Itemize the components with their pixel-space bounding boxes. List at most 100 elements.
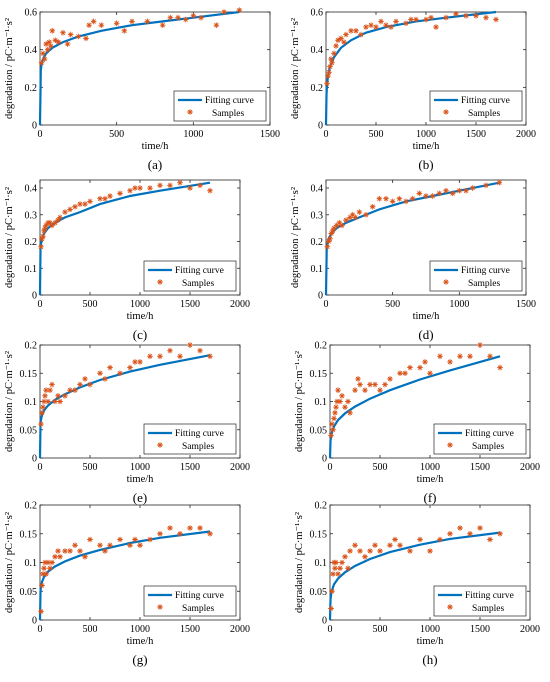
- x-tick-label: 500: [385, 299, 400, 310]
- sample-point: [326, 69, 332, 76]
- sample-point: [157, 530, 163, 537]
- x-tick-label: 1000: [420, 462, 440, 473]
- sample-point: [483, 14, 489, 21]
- legend: Fitting curve Samples: [433, 423, 527, 455]
- sample-point: [487, 353, 493, 360]
- sample-point: [343, 217, 349, 223]
- sample-point: [333, 222, 340, 229]
- x-tick-label: 1500: [516, 299, 536, 310]
- sample-point: [496, 179, 503, 186]
- y-axis-label: degradation / pC·m⁻¹·s²: [294, 351, 305, 452]
- sample-point: [86, 22, 92, 28]
- x-tick-label: 500: [373, 462, 388, 473]
- y-tick-label: 0.2: [25, 237, 38, 248]
- sample-point: [447, 359, 453, 365]
- x-tick-label: 0: [324, 129, 329, 140]
- sample-point: [38, 608, 44, 615]
- sample-point: [38, 60, 45, 66]
- sample-point: [357, 381, 363, 388]
- legend: Fitting curve Samples: [433, 585, 527, 617]
- legend: Fitting curve Samples: [143, 423, 237, 455]
- y-tick-label: 0.3: [311, 210, 324, 221]
- sample-point: [477, 342, 483, 348]
- sample-point: [437, 536, 443, 543]
- sample-point: [363, 24, 369, 30]
- sample-point: [42, 559, 48, 566]
- sample-point: [332, 565, 338, 572]
- x-tick-label: 2000: [516, 129, 536, 140]
- sample-point: [42, 393, 48, 399]
- sample-point: [330, 571, 336, 577]
- sample-point: [190, 12, 197, 19]
- sample-point: [55, 393, 61, 399]
- sample-point: [144, 18, 151, 25]
- sample-point: [457, 525, 463, 531]
- sample-point: [329, 421, 335, 427]
- y-tick-label: 0: [322, 454, 327, 465]
- sample-point: [388, 24, 394, 30]
- sample-point: [132, 536, 138, 543]
- y-axis-label: degradation / pC·m⁻¹·s²: [4, 512, 15, 613]
- sample-point: [362, 387, 368, 393]
- sample-point: [333, 404, 339, 410]
- y-tick-label: 0.05: [310, 587, 328, 598]
- fitting-curve-line: [328, 531, 501, 621]
- sample-point: [42, 225, 48, 231]
- y-tick-label: 0.4: [311, 184, 324, 195]
- y-tick-label: 0.05: [20, 425, 38, 436]
- sample-point: [392, 536, 398, 543]
- sample-point: [497, 530, 503, 537]
- legend-label-fitting: Fitting curve: [175, 266, 224, 276]
- y-tick-label: 0.2: [25, 83, 38, 94]
- y-tick-label: 0.1: [315, 558, 328, 569]
- sample-point: [47, 43, 54, 49]
- sample-point: [127, 364, 133, 371]
- sample-point: [102, 376, 108, 382]
- legend: Fitting curve Samples: [143, 260, 237, 292]
- sample-point: [182, 16, 189, 23]
- panel-label: (a): [148, 157, 162, 172]
- legend-label-samples: Samples: [182, 279, 214, 289]
- legend-label-fitting: Fitting curve: [465, 429, 514, 439]
- sample-point: [443, 187, 449, 194]
- x-tick-label: 1500: [470, 624, 490, 635]
- sample-point: [331, 50, 337, 57]
- sample-point: [113, 20, 120, 27]
- sample-point: [349, 211, 356, 218]
- sample-point: [77, 548, 83, 554]
- sample-point: [57, 214, 63, 221]
- sample-point: [107, 364, 113, 371]
- sample-point: [207, 530, 213, 537]
- sample-point: [378, 18, 384, 25]
- sample-point: [347, 410, 353, 416]
- x-tick-label: 1000: [130, 299, 150, 310]
- y-tick-label: 0.15: [20, 369, 38, 380]
- sample-point: [60, 29, 66, 36]
- sample-point: [43, 222, 49, 229]
- sample-point: [463, 12, 469, 19]
- sample-point: [167, 525, 173, 531]
- sample-point: [45, 559, 51, 566]
- sample-point: [49, 28, 56, 34]
- y-tick-label: 0.2: [25, 501, 38, 512]
- sample-point: [187, 185, 193, 191]
- sample-point: [83, 35, 89, 42]
- y-tick-label: 0.4: [311, 45, 324, 56]
- chart-panel-d: 0 500 1000 1500 0 0.1 0.2 0.3 0.4 time/h degradati…: [290, 179, 536, 342]
- chart-panel-h: 0 500 1000 1500 2000 0 0.05 0.1 0.15 0.2 time/h deg…: [294, 501, 540, 668]
- sample-point: [132, 359, 138, 365]
- sample-point: [327, 63, 333, 70]
- sample-point: [331, 415, 337, 422]
- sample-point: [423, 193, 429, 199]
- sample-point: [383, 22, 389, 28]
- sample-point: [336, 219, 343, 226]
- legend-box: [433, 423, 527, 455]
- sample-point: [43, 571, 49, 577]
- sample-point: [417, 536, 423, 543]
- sample-point: [47, 219, 53, 226]
- x-tick-label: 1500: [470, 462, 490, 473]
- sample-point: [473, 12, 479, 19]
- sample-point: [67, 548, 73, 554]
- panel-label: (b): [418, 157, 433, 172]
- legend-box: [429, 90, 523, 122]
